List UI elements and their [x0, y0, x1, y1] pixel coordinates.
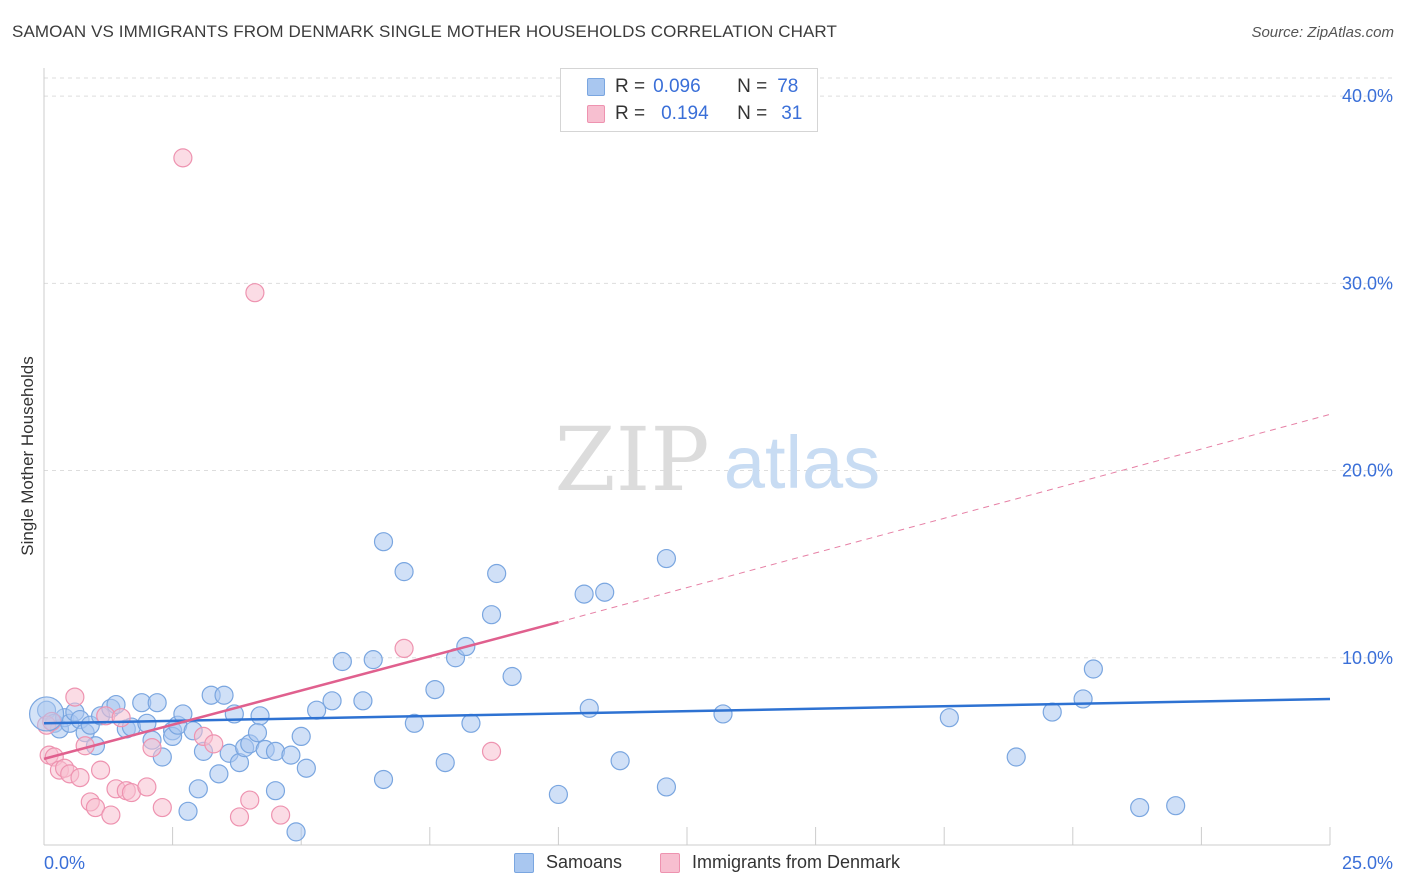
- denmark-point: [152, 797, 172, 818]
- denmark-point: [240, 790, 260, 810]
- samoan-point: [394, 562, 414, 582]
- denmark-point: [245, 283, 265, 303]
- samoan-point: [656, 777, 677, 797]
- denmark-point: [85, 797, 106, 818]
- legend-n-value: 78: [777, 76, 799, 97]
- denmark-point: [137, 777, 157, 797]
- denmark-point: [111, 708, 131, 728]
- samoan-trend-line: [43, 697, 1331, 725]
- denmark-point: [101, 805, 121, 825]
- samoan-point: [353, 691, 373, 711]
- denmark-point: [70, 767, 90, 788]
- legend: R = 0.096 N = 78 R = 0.194 N = 31: [560, 68, 818, 132]
- samoan-point: [425, 679, 445, 700]
- samoan-point: [373, 532, 394, 552]
- legend-r-value: 0.096: [653, 76, 701, 97]
- samoan-point: [595, 582, 615, 602]
- samoan-point: [1073, 689, 1093, 709]
- x-tick-label: 25.0%: [1342, 853, 1393, 873]
- denmark-point: [481, 741, 502, 761]
- denmark-point: [394, 638, 414, 659]
- samoan-point: [574, 584, 594, 604]
- samoan-point: [939, 708, 959, 728]
- samoan-point: [209, 764, 229, 784]
- legend-n-label: N =: [737, 103, 768, 124]
- denmark-point: [204, 734, 224, 754]
- samoan-point: [296, 758, 316, 778]
- samoan-point: [548, 784, 569, 805]
- legend-swatch-pink: [660, 852, 680, 873]
- x-tick-label: 0.0%: [44, 853, 85, 873]
- source-label: Source: ZipAtlas.com: [1251, 24, 1394, 41]
- y-tick-label: 20.0%: [1342, 461, 1393, 481]
- samoan-point: [487, 563, 507, 584]
- samoan-point: [188, 779, 208, 799]
- denmark-point: [65, 687, 85, 707]
- legend-n-label: N =: [737, 76, 768, 97]
- samoan-point: [265, 781, 286, 801]
- samoan-point: [404, 713, 424, 733]
- samoan-point: [147, 693, 167, 713]
- legend-r-label: R =: [615, 103, 646, 124]
- samoan-point: [502, 666, 522, 687]
- y-tick-label: 30.0%: [1342, 273, 1393, 293]
- bottom-legend-label: Samoans: [546, 852, 623, 872]
- samoan-point: [1042, 702, 1062, 722]
- samoan-point: [322, 691, 342, 711]
- denmark-point: [142, 738, 162, 758]
- samoan-point: [286, 822, 306, 842]
- y-tick-label: 10.0%: [1342, 648, 1393, 668]
- samoan-point: [435, 753, 455, 773]
- samoan-point: [373, 769, 394, 790]
- denmark-trend-line: [43, 620, 559, 761]
- samoan-point: [247, 723, 268, 743]
- denmark-point: [271, 805, 291, 825]
- legend-r-label: R =: [615, 76, 646, 97]
- samoan-point: [579, 698, 599, 718]
- bottom-legend-label: Immigrants from Denmark: [692, 852, 901, 872]
- samoan-point: [178, 801, 198, 821]
- samoan-point: [363, 650, 383, 670]
- denmark-point: [90, 760, 111, 780]
- samoan-point: [28, 696, 65, 732]
- bottom-legend-samoans: Samoans: [514, 852, 622, 873]
- samoan-point: [610, 751, 630, 771]
- samoan-point: [250, 706, 270, 726]
- denmark-trend-extension: [558, 413, 1331, 623]
- samoan-point: [1166, 796, 1186, 816]
- denmark-point: [173, 148, 193, 168]
- watermark-zip: ZIP: [554, 408, 709, 511]
- samoan-point: [332, 651, 352, 672]
- bottom-legend: Samoans Immigrants from Denmark: [0, 852, 1406, 878]
- samoan-point: [307, 700, 327, 720]
- legend-swatch-blue: [587, 78, 605, 96]
- samoan-point: [1083, 659, 1103, 679]
- denmark-point: [229, 807, 250, 827]
- legend-swatch-blue: [514, 852, 534, 873]
- samoan-point: [281, 745, 301, 765]
- y-tick-label: 40.0%: [1342, 86, 1393, 106]
- watermark-atlas: atlas: [724, 421, 880, 504]
- legend-swatch-pink: [587, 105, 605, 123]
- legend-row-denmark: R = 0.194 N = 31: [587, 102, 802, 126]
- bottom-legend-denmark: Immigrants from Denmark: [660, 852, 900, 873]
- chart-title: SAMOAN VS IMMIGRANTS FROM DENMARK SINGLE…: [12, 22, 837, 41]
- legend-row-samoans: R = 0.096 N = 78: [587, 75, 798, 99]
- legend-r-value: 0.194: [661, 103, 709, 124]
- samoan-point: [214, 685, 234, 705]
- legend-n-value: 31: [781, 103, 803, 124]
- samoan-point: [1006, 747, 1026, 767]
- samoan-point: [291, 726, 311, 747]
- samoan-point: [461, 713, 481, 733]
- samoan-point: [713, 704, 733, 724]
- samoan-point: [481, 605, 502, 625]
- samoan-point: [656, 548, 677, 569]
- samoan-point: [1130, 797, 1150, 818]
